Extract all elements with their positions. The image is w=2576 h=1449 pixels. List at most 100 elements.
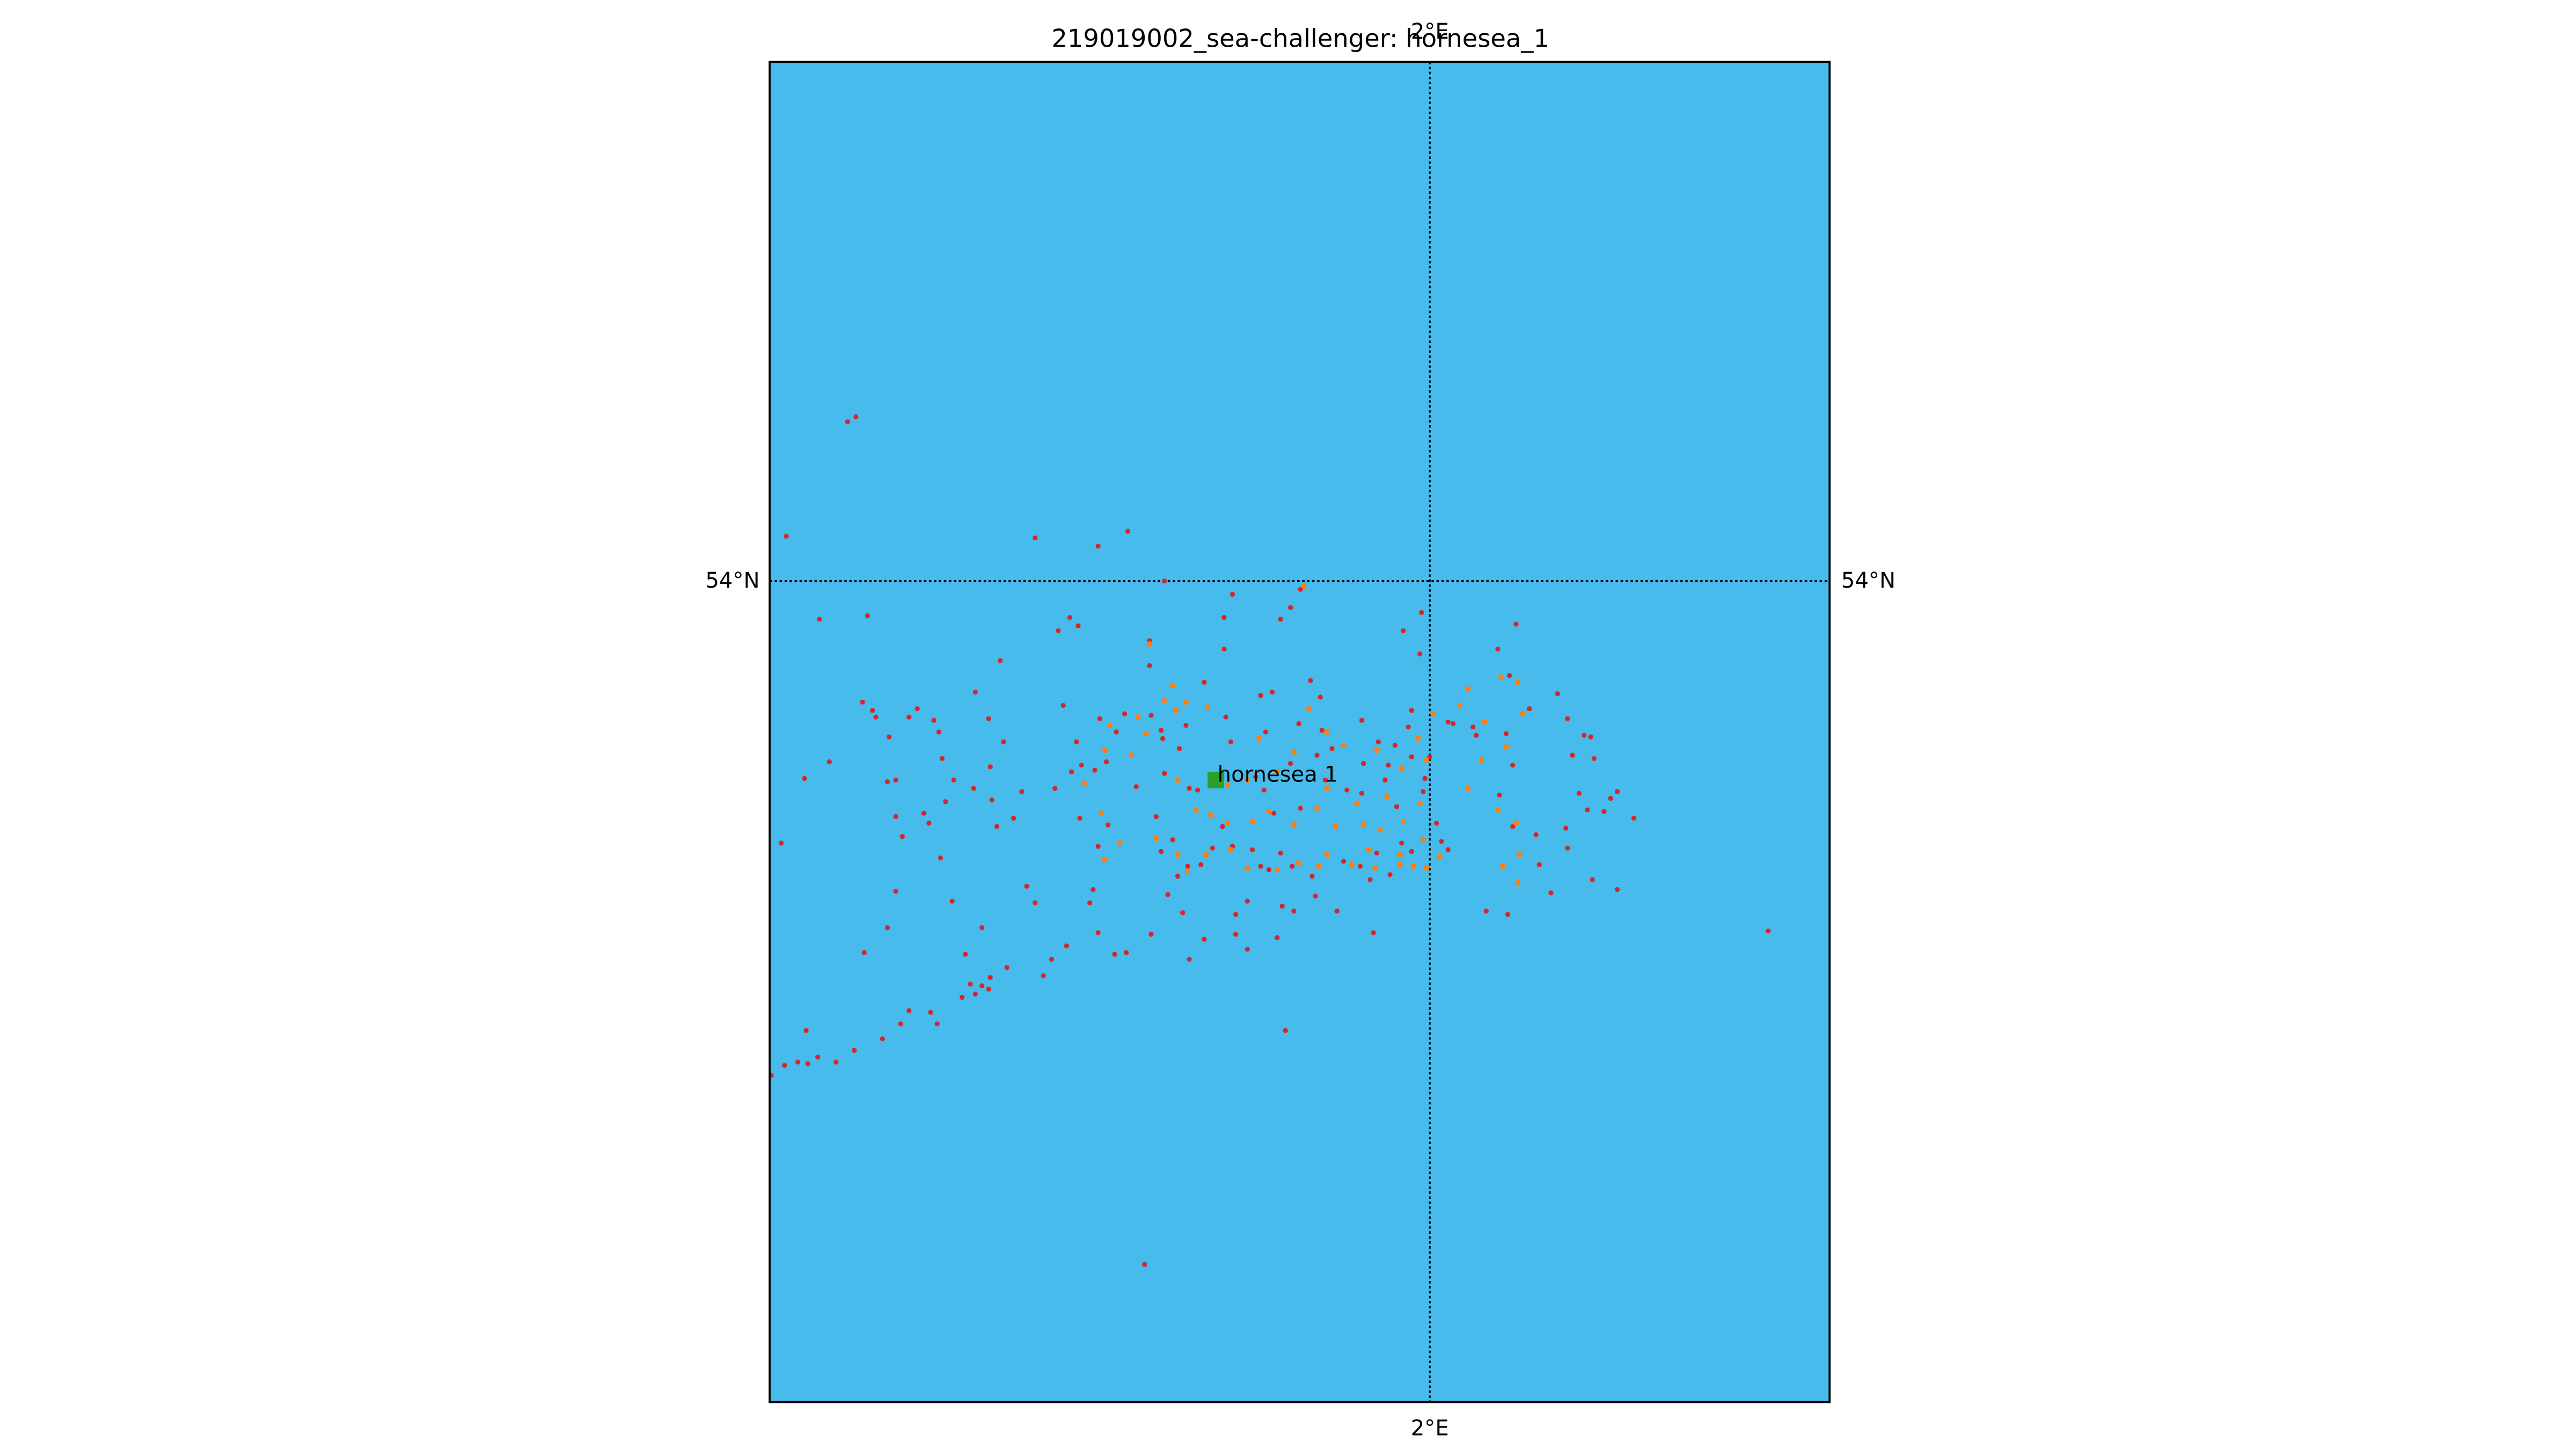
meridian-label-top: 2°E xyxy=(1411,19,1449,44)
track-point xyxy=(906,714,912,720)
track-point xyxy=(971,786,976,791)
track-point xyxy=(1095,844,1101,849)
track-point xyxy=(1588,734,1593,740)
track-point xyxy=(1288,760,1293,766)
track-point-secondary xyxy=(1324,785,1330,792)
track-point xyxy=(1245,898,1250,904)
track-point xyxy=(1233,912,1239,917)
track-point xyxy=(1176,746,1182,751)
track-point-secondary xyxy=(1399,765,1404,772)
track-point-secondary xyxy=(1245,777,1250,783)
track-point xyxy=(994,824,1000,829)
track-point-secondary xyxy=(1296,860,1302,866)
track-point xyxy=(1399,840,1404,846)
track-point-secondary xyxy=(1314,805,1320,811)
track-point xyxy=(1313,894,1318,899)
track-point xyxy=(861,950,867,955)
track-point xyxy=(1422,775,1428,781)
track-point xyxy=(914,706,920,712)
track-point xyxy=(1298,806,1303,811)
track-point-secondary xyxy=(1457,702,1463,708)
track-point xyxy=(1275,935,1280,940)
track-point xyxy=(898,1021,903,1027)
track-point xyxy=(1483,909,1489,914)
track-point xyxy=(1162,579,1167,584)
track-point xyxy=(1153,814,1159,819)
track-point xyxy=(1503,731,1509,736)
track-point xyxy=(893,888,898,894)
track-point-secondary xyxy=(1514,880,1521,886)
track-point xyxy=(1233,932,1239,937)
track-point xyxy=(906,1008,912,1013)
track-point xyxy=(998,658,1003,663)
track-point xyxy=(1334,909,1340,914)
track-point-secondary xyxy=(1117,840,1123,846)
track-point xyxy=(1427,754,1432,759)
track-point xyxy=(1223,714,1228,720)
track-point xyxy=(1091,887,1096,892)
track-point xyxy=(1064,943,1070,949)
track-point xyxy=(1187,956,1192,962)
track-point xyxy=(1183,722,1189,728)
track-point-secondary xyxy=(1301,583,1307,589)
track-point xyxy=(1585,807,1590,813)
track-point xyxy=(782,1063,787,1068)
track-point xyxy=(870,708,875,713)
track-point xyxy=(1187,786,1192,791)
track-point xyxy=(1495,646,1501,652)
track-point xyxy=(938,855,943,861)
track-point xyxy=(1125,529,1131,534)
track-point-secondary xyxy=(1482,719,1488,725)
track-point-secondary xyxy=(1291,749,1297,755)
track-point xyxy=(1185,863,1190,869)
track-point xyxy=(1106,822,1111,828)
track-point-secondary xyxy=(1514,679,1521,685)
track-point xyxy=(1279,903,1285,909)
track-point-secondary xyxy=(1500,863,1506,869)
track-point xyxy=(1052,786,1058,791)
track-point xyxy=(852,1048,857,1053)
track-point xyxy=(972,991,978,997)
track-point xyxy=(1124,950,1129,955)
track-point-secondary xyxy=(1498,674,1504,680)
track-point xyxy=(1220,824,1225,829)
track-point xyxy=(779,840,784,846)
track-point-secondary xyxy=(1384,794,1390,800)
track-point xyxy=(893,814,898,819)
track-point xyxy=(1506,673,1512,678)
track-point xyxy=(921,810,927,816)
track-point xyxy=(1175,874,1181,879)
track-point xyxy=(1510,763,1516,768)
track-point xyxy=(1067,615,1073,620)
track-point-secondary xyxy=(1324,852,1330,858)
track-point-secondary xyxy=(1465,785,1471,792)
track-point-secondary xyxy=(1377,827,1383,833)
track-point xyxy=(939,756,945,761)
map-title: 219019002_sea-challenger: hornesea_1 xyxy=(1051,24,1549,53)
track-point xyxy=(1371,930,1376,935)
track-point xyxy=(943,799,948,804)
track-point xyxy=(1382,777,1388,783)
track-point xyxy=(1142,1262,1147,1267)
track-point xyxy=(1266,867,1272,873)
parallel-label-left: 54°N xyxy=(705,568,759,593)
track-point xyxy=(795,1059,801,1065)
track-point xyxy=(1439,839,1444,844)
track-point-secondary xyxy=(1495,807,1501,813)
track-point-secondary xyxy=(1146,641,1153,647)
track-point xyxy=(1112,952,1117,957)
track-point-secondary xyxy=(1082,780,1088,786)
track-point xyxy=(1162,771,1167,776)
track-point xyxy=(853,414,859,420)
track-point-secondary xyxy=(1520,711,1526,717)
track-point xyxy=(926,821,932,826)
track-point xyxy=(987,764,993,770)
track-point xyxy=(887,734,892,740)
track-point xyxy=(1011,815,1016,821)
track-point xyxy=(802,775,807,781)
track-point xyxy=(1614,789,1620,794)
track-point xyxy=(833,1059,839,1065)
track-point xyxy=(803,1028,809,1033)
track-point xyxy=(1210,845,1216,851)
track-point xyxy=(979,925,985,931)
